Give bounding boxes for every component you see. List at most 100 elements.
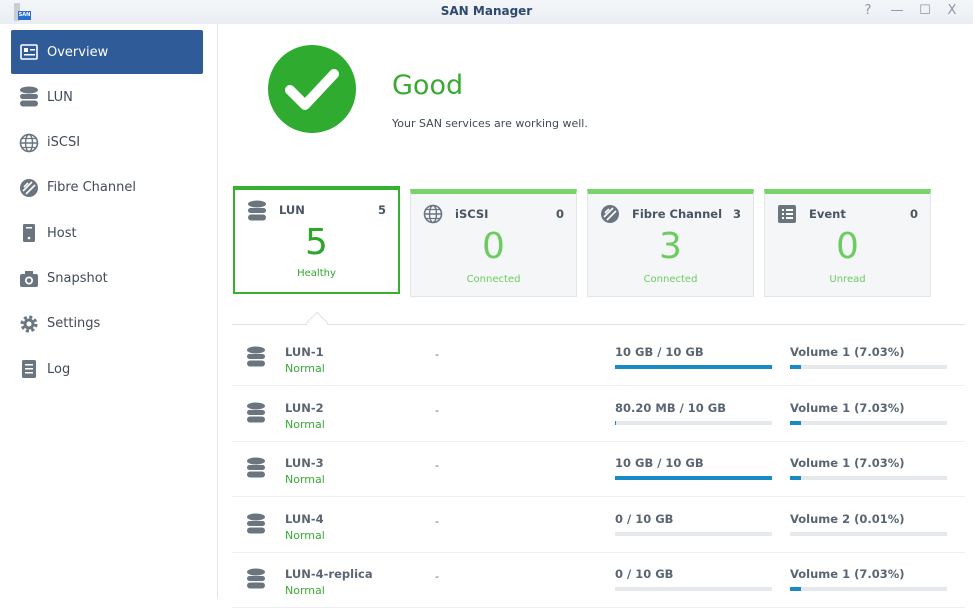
sidebar-item-lun[interactable]: LUN xyxy=(11,75,203,119)
lun-status: Normal xyxy=(285,473,325,486)
database-icon xyxy=(246,457,266,483)
card-count: 5 xyxy=(378,203,386,217)
capacity-bar xyxy=(615,587,772,591)
sidebar-item-label: Log xyxy=(47,362,70,377)
volume-bar-fill xyxy=(790,365,801,369)
database-icon xyxy=(19,87,39,107)
lun-target: - xyxy=(435,404,439,417)
card-status: Unread xyxy=(765,274,930,285)
status-check-icon xyxy=(268,45,356,133)
log-icon xyxy=(19,359,39,379)
volume-bar xyxy=(790,476,947,480)
card-status: Connected xyxy=(411,274,576,285)
lun-status: Normal xyxy=(285,584,325,597)
capacity-bar xyxy=(615,365,772,369)
lun-capacity: 80.20 MB / 10 GB xyxy=(615,401,726,415)
sidebar-item-label: Settings xyxy=(47,316,100,331)
capacity-bar-fill xyxy=(615,365,772,369)
main-panel: Good Your SAN services are working well.… xyxy=(218,24,973,598)
sidebar-item-label: Host xyxy=(47,226,77,241)
volume-bar xyxy=(790,365,947,369)
globe-icon xyxy=(423,204,443,228)
volume-bar xyxy=(790,421,947,425)
lun-capacity: 10 GB / 10 GB xyxy=(615,345,704,359)
summary-card-lun[interactable]: LUN 5 5 Healthy xyxy=(233,186,400,294)
gear-icon xyxy=(19,314,39,334)
lun-status: Normal xyxy=(285,529,325,542)
fibre-channel-icon xyxy=(600,204,620,228)
sidebar-item-iscsi[interactable]: iSCSI xyxy=(11,121,203,165)
lun-volume: Volume 2 (0.01%) xyxy=(790,512,905,526)
capacity-bar xyxy=(615,476,772,480)
summary-card-iscsi[interactable]: iSCSI 0 0 Connected xyxy=(410,189,577,297)
help-button[interactable]: ? xyxy=(860,3,876,18)
lun-name: LUN-4-replica xyxy=(285,567,373,581)
database-icon xyxy=(246,513,266,539)
minimize-button[interactable]: — xyxy=(889,3,905,18)
sidebar-item-label: Snapshot xyxy=(47,271,108,286)
volume-bar xyxy=(790,532,947,536)
database-icon xyxy=(246,346,266,372)
lun-capacity: 10 GB / 10 GB xyxy=(615,456,704,470)
card-status: Connected xyxy=(588,274,753,285)
close-button[interactable]: X xyxy=(944,3,960,18)
window-title: SAN Manager xyxy=(0,4,973,18)
event-icon xyxy=(777,204,797,228)
status-message: Your SAN services are working well. xyxy=(392,117,588,130)
lun-status: Normal xyxy=(285,418,325,431)
card-title: iSCSI xyxy=(455,207,488,221)
card-title: LUN xyxy=(279,203,305,217)
lun-name: LUN-3 xyxy=(285,456,324,470)
sidebar-item-settings[interactable]: Settings xyxy=(11,302,203,346)
sidebar-item-log[interactable]: Log xyxy=(11,347,203,391)
database-icon xyxy=(246,402,266,428)
lun-volume: Volume 1 (7.03%) xyxy=(790,567,905,581)
volume-bar xyxy=(790,587,947,591)
lun-row[interactable]: LUN-2 Normal - 80.20 MB / 10 GB Volume 1… xyxy=(232,386,965,442)
lun-row[interactable]: LUN-1 Normal - 10 GB / 10 GB Volume 1 (7… xyxy=(232,330,965,386)
lun-status: Normal xyxy=(285,362,325,375)
fibre-channel-icon xyxy=(19,178,39,198)
divider xyxy=(232,324,965,325)
card-count: 3 xyxy=(733,207,741,221)
sidebar-item-overview[interactable]: Overview xyxy=(11,30,203,74)
sidebar-item-label: Fibre Channel xyxy=(47,180,136,195)
lun-target: - xyxy=(435,570,439,583)
sidebar-item-host[interactable]: Host xyxy=(11,211,203,255)
capacity-bar-fill xyxy=(615,476,772,480)
card-title: Event xyxy=(809,207,846,221)
summary-card-fibre-channel[interactable]: Fibre Channel 3 3 Connected xyxy=(587,189,754,297)
lun-name: LUN-2 xyxy=(285,401,324,415)
sidebar-item-label: Overview xyxy=(47,45,108,60)
lun-name: LUN-4 xyxy=(285,512,324,526)
title-bar: SAN SAN Manager ? — ☐ X xyxy=(0,0,973,24)
lun-volume: Volume 1 (7.03%) xyxy=(790,456,905,470)
sidebar: Overview LUN iSCSI Fibre Channel Host Snapsho… xyxy=(0,24,218,598)
card-count: 0 xyxy=(556,207,564,221)
database-icon xyxy=(246,568,266,594)
card-count: 0 xyxy=(910,207,918,221)
sidebar-item-label: LUN xyxy=(47,90,73,105)
camera-icon xyxy=(19,269,39,289)
summary-card-event[interactable]: Event 0 0 Unread xyxy=(764,189,931,297)
card-status: Healthy xyxy=(235,268,398,279)
lun-capacity: 0 / 10 GB xyxy=(615,567,673,581)
card-value: 3 xyxy=(588,226,753,267)
card-value: 5 xyxy=(235,222,398,263)
volume-bar-fill xyxy=(790,476,801,480)
maximize-button[interactable]: ☐ xyxy=(917,3,933,18)
lun-target: - xyxy=(435,515,439,528)
capacity-bar xyxy=(615,421,772,425)
lun-row[interactable]: LUN-4-replica Normal - 0 / 10 GB Volume … xyxy=(232,552,965,608)
lun-capacity: 0 / 10 GB xyxy=(615,512,673,526)
lun-target: - xyxy=(435,459,439,472)
volume-bar-fill xyxy=(790,421,801,425)
sidebar-item-fibre-channel[interactable]: Fibre Channel xyxy=(11,166,203,210)
capacity-bar xyxy=(615,532,772,536)
sidebar-item-snapshot[interactable]: Snapshot xyxy=(11,257,203,301)
volume-bar-fill xyxy=(790,587,801,591)
card-value: 0 xyxy=(411,226,576,267)
lun-row[interactable]: LUN-3 Normal - 10 GB / 10 GB Volume 1 (7… xyxy=(232,441,965,497)
lun-row[interactable]: LUN-4 Normal - 0 / 10 GB Volume 2 (0.01%… xyxy=(232,497,965,553)
lun-volume: Volume 1 (7.03%) xyxy=(790,401,905,415)
